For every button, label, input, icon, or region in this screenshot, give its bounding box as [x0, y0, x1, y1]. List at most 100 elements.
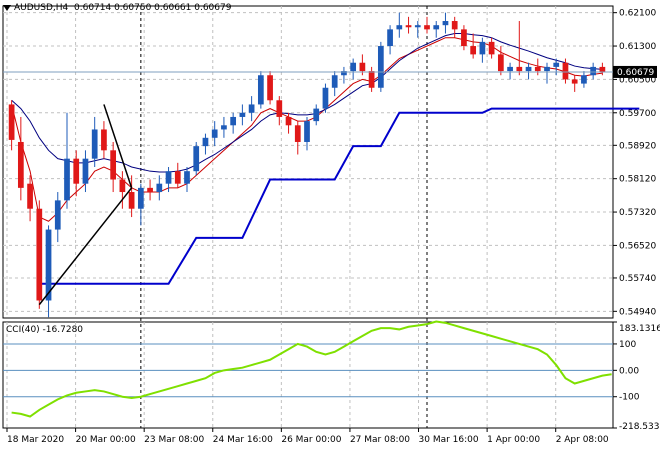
- price-tick-label: 0.61300: [619, 42, 656, 52]
- price-tick-label: 0.57320: [619, 208, 656, 218]
- candle-body[interactable]: [544, 66, 550, 72]
- candle-body[interactable]: [202, 137, 209, 147]
- candle-body[interactable]: [433, 25, 440, 30]
- price-tick-label: 0.59700: [619, 109, 656, 119]
- trailing-stop-line: [39, 107, 640, 285]
- cci-label: CCI(40) -16.7280: [6, 325, 84, 335]
- candle-body[interactable]: [64, 158, 70, 201]
- candle-body[interactable]: [82, 158, 89, 184]
- candle-body[interactable]: [341, 71, 347, 76]
- cci-tick-label: -218.5332: [619, 422, 660, 432]
- candle-body[interactable]: [184, 171, 190, 184]
- price-tick-label: 0.62100: [619, 9, 656, 19]
- candle-body[interactable]: [534, 66, 541, 72]
- candle-body[interactable]: [294, 125, 301, 142]
- price-tick-label: 0.56520: [619, 241, 656, 251]
- candle-body[interactable]: [36, 208, 43, 301]
- candle-body[interactable]: [581, 75, 587, 84]
- candle-body[interactable]: [368, 71, 375, 88]
- cci-tick-label: 100: [619, 340, 636, 350]
- candle-body[interactable]: [147, 187, 153, 193]
- candle-body[interactable]: [267, 75, 273, 101]
- candle-body[interactable]: [91, 129, 98, 159]
- price-tick-label: 0.60500: [619, 75, 656, 85]
- candle-body[interactable]: [442, 21, 449, 26]
- candle-body[interactable]: [525, 66, 532, 72]
- current-price-badge: [613, 65, 657, 78]
- candle-body[interactable]: [156, 183, 163, 193]
- time-tick-label: 23 Mar 08:00: [144, 435, 204, 445]
- candle-body[interactable]: [165, 171, 172, 184]
- candle-body[interactable]: [27, 183, 33, 209]
- ohlc-values: 0.60714 0.60750 0.60661 0.60679: [74, 3, 232, 13]
- time-tick-label: 2 Apr 08:00: [556, 435, 609, 445]
- price-tick-label: 0.55740: [619, 274, 656, 284]
- candle-body[interactable]: [507, 66, 513, 72]
- candle-body[interactable]: [128, 192, 135, 209]
- candle-body[interactable]: [377, 46, 384, 88]
- candle-body[interactable]: [174, 171, 181, 184]
- candle-body[interactable]: [73, 158, 80, 184]
- candle-body[interactable]: [221, 125, 227, 130]
- candle-body[interactable]: [239, 112, 246, 117]
- candle-body[interactable]: [497, 54, 504, 72]
- candle-body[interactable]: [110, 150, 117, 180]
- candle-body[interactable]: [8, 104, 15, 140]
- time-tick-label: 18 Mar 2020: [7, 435, 64, 445]
- candle-body[interactable]: [119, 179, 126, 193]
- candle-body[interactable]: [193, 146, 200, 172]
- symbol-name: AUDUSD,H4: [14, 3, 69, 13]
- candle-body[interactable]: [276, 100, 283, 117]
- candle-body[interactable]: [387, 29, 393, 47]
- candle-body[interactable]: [313, 108, 320, 122]
- candle-body[interactable]: [322, 87, 329, 109]
- candle-body[interactable]: [17, 141, 24, 188]
- candle-body[interactable]: [461, 29, 467, 47]
- candle-body[interactable]: [516, 66, 523, 72]
- candle-body[interactable]: [571, 79, 578, 84]
- time-tick-label: 30 Mar 16:00: [419, 435, 479, 445]
- candle-body[interactable]: [54, 200, 61, 230]
- cci-line: [11, 320, 612, 418]
- candle-body[interactable]: [553, 62, 560, 67]
- time-tick-label: 26 Mar 00:00: [281, 435, 341, 445]
- candle-body[interactable]: [101, 129, 107, 151]
- candle-body[interactable]: [470, 46, 477, 55]
- trendline-short[interactable]: [103, 104, 133, 189]
- candle-body[interactable]: [359, 62, 366, 72]
- candle-body[interactable]: [45, 229, 52, 301]
- candle-body[interactable]: [331, 75, 338, 88]
- candle-body[interactable]: [405, 25, 412, 28]
- candle-body[interactable]: [248, 104, 255, 113]
- candle-body[interactable]: [599, 66, 606, 72]
- candle-body[interactable]: [590, 66, 597, 76]
- ema-slow-line: [11, 33, 603, 173]
- candle-body[interactable]: [230, 116, 237, 126]
- current-price-label: 0.60679: [617, 68, 654, 78]
- time-tick-label: 1 Apr 00:00: [487, 435, 540, 445]
- candle-body[interactable]: [479, 41, 486, 55]
- price-tick-label: 0.58920: [619, 141, 656, 151]
- candle-body[interactable]: [304, 121, 310, 142]
- candle-body[interactable]: [414, 25, 421, 28]
- candle-body[interactable]: [285, 116, 292, 126]
- candle-body[interactable]: [137, 187, 144, 209]
- cci-header: CCI(40) -16.7280: [6, 325, 83, 335]
- candle-body[interactable]: [211, 129, 218, 138]
- cci-tick-label: -100: [619, 393, 640, 403]
- candle-body[interactable]: [424, 25, 430, 30]
- time-tick-label: 24 Mar 16:00: [213, 435, 273, 445]
- trendline[interactable]: [38, 187, 133, 306]
- candle-body[interactable]: [451, 21, 458, 30]
- time-tick-label: 20 Mar 00:00: [76, 435, 136, 445]
- candle-body[interactable]: [562, 62, 569, 80]
- candle-body[interactable]: [488, 41, 495, 55]
- candle-body[interactable]: [350, 62, 357, 72]
- indicator-plot-frame: [2, 321, 614, 429]
- chevron-down-icon[interactable]: [3, 4, 11, 11]
- candle-body[interactable]: [257, 75, 264, 105]
- candle-body[interactable]: [396, 25, 403, 30]
- main-plot-frame: [2, 5, 614, 319]
